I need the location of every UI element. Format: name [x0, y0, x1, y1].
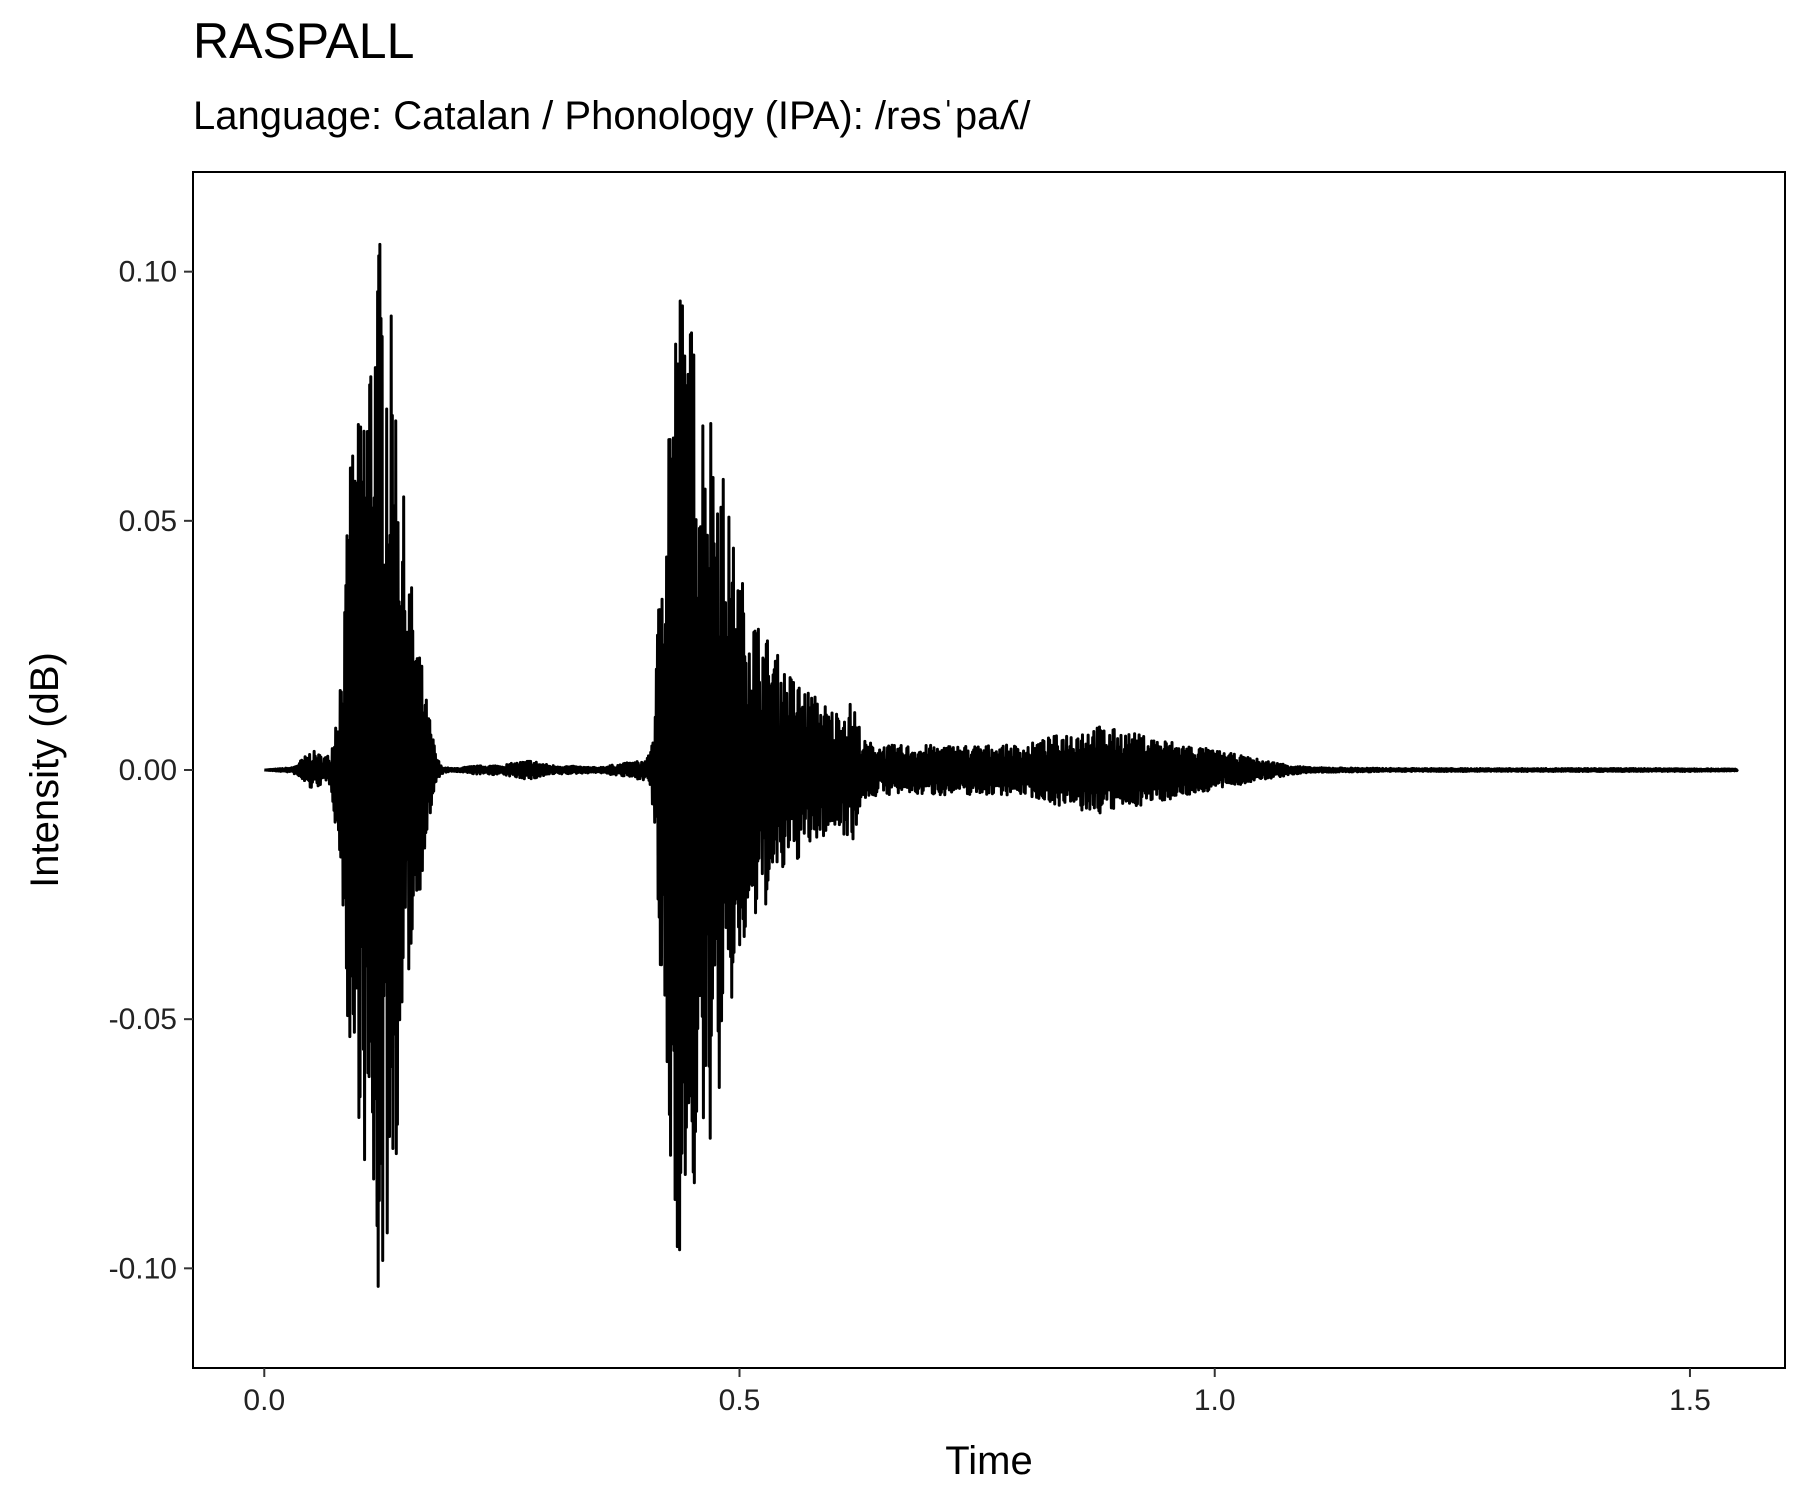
- y-tick-label: -0.10: [109, 1252, 177, 1285]
- x-axis-label: Time: [945, 1439, 1032, 1483]
- x-tick-label: 1.0: [1194, 1384, 1236, 1417]
- chart-title: RASPALL: [193, 13, 415, 69]
- y-axis-label: Intensity (dB): [23, 652, 67, 888]
- y-tick-label: 0.00: [119, 754, 177, 787]
- y-tick-label: 0.05: [119, 505, 177, 538]
- y-tick-label: 0.10: [119, 256, 177, 289]
- y-axis: -0.10 -0.05 0.00 0.05 0.10: [109, 256, 193, 1285]
- x-tick-label: 1.5: [1669, 1384, 1711, 1417]
- x-tick-label: 0.5: [719, 1384, 761, 1417]
- x-tick-label: 0.0: [243, 1384, 285, 1417]
- y-tick-label: -0.05: [109, 1003, 177, 1036]
- chart-subtitle: Language: Catalan / Phonology (IPA): /rə…: [193, 94, 1031, 138]
- waveform-line: [263, 242, 1739, 1288]
- x-axis: 0.0 0.5 1.0 1.5: [243, 1368, 1711, 1417]
- waveform-series: [263, 242, 1739, 1288]
